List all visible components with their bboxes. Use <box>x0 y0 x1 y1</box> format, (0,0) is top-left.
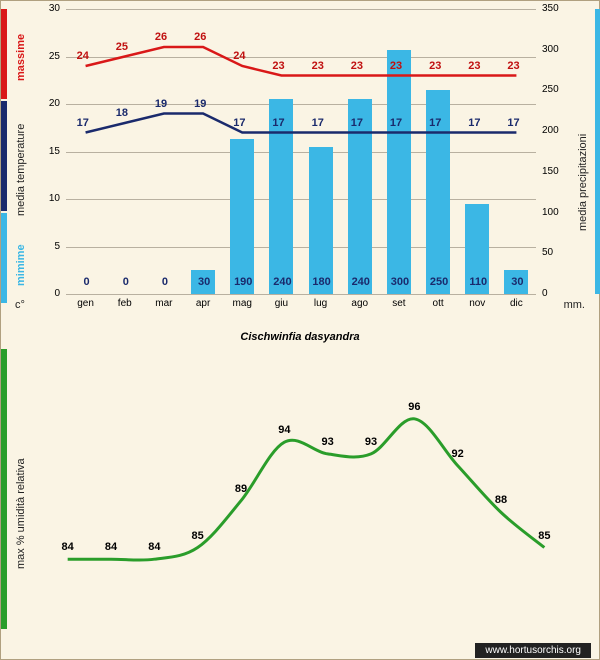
humidity-value: 85 <box>183 530 213 542</box>
stripe-humidity <box>1 349 7 629</box>
max-value: 26 <box>155 31 167 43</box>
min-value: 17 <box>233 117 245 129</box>
max-value: 26 <box>194 31 206 43</box>
humidity-value: 89 <box>226 483 256 495</box>
min-value: 19 <box>155 98 167 110</box>
ytick-left: 30 <box>30 3 60 14</box>
month-label: ott <box>423 298 453 309</box>
ytick-right: 200 <box>542 125 572 136</box>
chart-container: massime media temperature mimime c° medi… <box>0 0 600 660</box>
min-value: 17 <box>77 117 89 129</box>
humidity-value: 93 <box>356 436 386 448</box>
month-label: dic <box>501 298 531 309</box>
humidity-value: 96 <box>399 401 429 413</box>
min-value: 17 <box>507 117 519 129</box>
min-value: 17 <box>390 117 402 129</box>
month-label: nov <box>462 298 492 309</box>
ytick-right: 100 <box>542 207 572 218</box>
ytick-right: 250 <box>542 84 572 95</box>
humidity-value: 94 <box>269 424 299 436</box>
ytick-left: 25 <box>30 51 60 62</box>
month-label: set <box>384 298 414 309</box>
max-value: 23 <box>312 60 324 72</box>
unit-mm: mm. <box>564 299 585 311</box>
humidity-value: 93 <box>313 436 343 448</box>
humidity-value: 85 <box>529 530 559 542</box>
max-value: 25 <box>116 41 128 53</box>
month-label: lug <box>306 298 336 309</box>
ytick-right: 150 <box>542 166 572 177</box>
max-value: 23 <box>390 60 402 72</box>
ytick-left: 20 <box>30 98 60 109</box>
humidity-value: 84 <box>53 541 83 553</box>
label-minime: mimime <box>15 231 27 286</box>
month-label: mar <box>149 298 179 309</box>
stripe-precip <box>595 9 600 294</box>
humidity-value: 84 <box>96 541 126 553</box>
min-value: 19 <box>194 98 206 110</box>
line-max <box>86 47 517 76</box>
min-value: 18 <box>116 107 128 119</box>
max-value: 24 <box>233 50 245 62</box>
month-label: giu <box>266 298 296 309</box>
min-value: 17 <box>312 117 324 129</box>
ytick-left: 5 <box>30 241 60 252</box>
ytick-left: 0 <box>30 288 60 299</box>
stripe-massime <box>1 9 7 99</box>
top-chart: massime media temperature mimime c° medi… <box>1 1 600 331</box>
max-value: 23 <box>507 60 519 72</box>
max-value: 23 <box>351 60 363 72</box>
min-value: 17 <box>429 117 441 129</box>
min-value: 17 <box>272 117 284 129</box>
month-label: mag <box>227 298 257 309</box>
label-media-temp: media temperature <box>15 96 27 216</box>
plot-area-2: 84 84 84 85 89 94 93 93 96 92 88 85 <box>46 359 566 619</box>
min-value: 17 <box>351 117 363 129</box>
ytick-right: 300 <box>542 44 572 55</box>
ytick-left: 15 <box>30 146 60 157</box>
gridline <box>66 294 536 295</box>
month-label: ago <box>345 298 375 309</box>
max-value: 24 <box>77 50 89 62</box>
stripe-minime <box>1 213 7 303</box>
min-value: 17 <box>468 117 480 129</box>
bottom-chart: max % umidità relativa 84 84 84 85 89 94 93 93 9… <box>1 349 600 649</box>
month-label: gen <box>71 298 101 309</box>
month-label: feb <box>110 298 140 309</box>
humidity-value: 84 <box>139 541 169 553</box>
ytick-left: 10 <box>30 193 60 204</box>
max-value: 23 <box>468 60 480 72</box>
label-massime: massime <box>15 21 27 81</box>
unit-c: c° <box>15 299 25 311</box>
humidity-value: 88 <box>486 494 516 506</box>
source-label: www.hortusorchis.org <box>475 643 591 658</box>
label-humidity: max % umidità relativa <box>15 409 27 569</box>
max-value: 23 <box>429 60 441 72</box>
ytick-right: 50 <box>542 247 572 258</box>
stripe-media-temp <box>1 101 7 211</box>
plot-area-1: 0510152025300501001502002503003500gen0fe… <box>66 9 536 294</box>
humidity-value: 92 <box>443 448 473 460</box>
month-label: apr <box>188 298 218 309</box>
label-precip: media precipitazioni <box>577 81 589 231</box>
humidity-svg <box>46 359 566 619</box>
lines-svg <box>66 9 536 294</box>
line-min <box>86 114 517 133</box>
ytick-right: 350 <box>542 3 572 14</box>
max-value: 23 <box>272 60 284 72</box>
ytick-right: 0 <box>542 288 572 299</box>
humidity-line <box>68 419 545 560</box>
chart-title: Cischwinfia dasyandra <box>1 331 599 343</box>
